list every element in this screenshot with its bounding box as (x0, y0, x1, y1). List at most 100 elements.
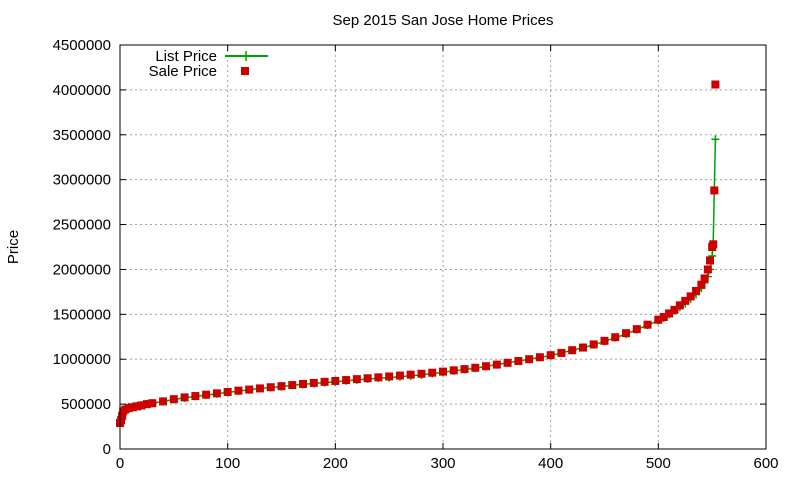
legend: List Price Sale Price (149, 48, 268, 80)
data-point-sale-price (589, 340, 598, 349)
x-tick-label: 400 (538, 455, 563, 472)
series-sale-price (116, 80, 720, 427)
data-point-sale-price (266, 383, 275, 392)
data-point-sale-price (374, 373, 383, 382)
data-point-list-price (711, 135, 720, 144)
data-point-sale-price (568, 346, 577, 355)
data-point-sale-price (611, 333, 620, 342)
series-layer (116, 80, 720, 427)
data-point-sale-price (320, 377, 329, 386)
legend-marker-list-price (241, 51, 251, 61)
data-point-sale-price (428, 368, 437, 377)
data-point-sale-price (659, 313, 668, 322)
data-point-sale-price (137, 401, 146, 410)
y-tick-label: 2500000 (53, 217, 111, 234)
data-point-sale-price (148, 399, 157, 408)
data-point-sale-price (124, 404, 133, 413)
y-tick-label: 500000 (61, 396, 111, 413)
data-point-sale-price (395, 371, 404, 380)
data-point-sale-price (711, 80, 720, 89)
data-point-sale-price (255, 384, 264, 393)
data-point-sale-price (665, 309, 674, 318)
data-point-sale-price (492, 360, 501, 369)
x-tick-label: 300 (430, 455, 455, 472)
data-point-sale-price (277, 382, 286, 391)
data-point-sale-price (385, 372, 394, 381)
data-point-sale-price (191, 392, 200, 401)
data-point-sale-price (234, 386, 243, 395)
data-point-sale-price (709, 240, 718, 249)
grid-lines (120, 45, 766, 449)
y-tick-label: 1000000 (53, 351, 111, 368)
series-line-list-price (119, 139, 717, 423)
y-tick-label: 3000000 (53, 172, 111, 189)
x-tick-label: 0 (116, 455, 124, 472)
data-point-sale-price (482, 362, 491, 371)
data-point-sale-price (622, 329, 631, 338)
data-point-sale-price (460, 365, 469, 374)
data-point-sale-price (118, 411, 127, 420)
data-point-sale-price (212, 389, 221, 398)
y-tick-label: 4000000 (53, 82, 111, 99)
data-point-sale-price (309, 378, 318, 387)
data-point-sale-price (700, 274, 709, 283)
data-point-sale-price (417, 369, 426, 378)
axis-ticks: 0 500000 1000000 1500000 2000000 2500000 30000… (53, 37, 779, 472)
x-tick-label: 500 (646, 455, 671, 472)
x-tick-label: 100 (215, 455, 240, 472)
data-point-sale-price (600, 336, 609, 345)
data-point-sale-price (169, 395, 178, 404)
y-tick-label: 3500000 (53, 127, 111, 144)
y-tick-label: 1500000 (53, 306, 111, 323)
data-point-sale-price (299, 380, 308, 389)
legend-marker-sale-price (241, 67, 249, 75)
data-point-sale-price (632, 325, 641, 334)
data-point-sale-price (133, 402, 142, 411)
data-point-sale-price (525, 355, 534, 364)
data-point-sale-price (670, 305, 679, 314)
data-point-sale-price (117, 416, 126, 425)
data-point-sale-price (535, 353, 544, 362)
data-point-sale-price (245, 385, 254, 394)
x-tick-label: 600 (753, 455, 778, 472)
data-point-sale-price (697, 280, 706, 289)
data-point-sale-price (654, 315, 663, 324)
data-point-sale-price (439, 367, 447, 376)
y-tick-label: 4500000 (53, 37, 111, 54)
data-point-sale-price (706, 256, 715, 265)
data-point-sale-price (223, 387, 232, 396)
data-point-sale-price (352, 375, 361, 384)
legend-label-list-price: List Price (155, 48, 217, 65)
data-point-sale-price (471, 363, 480, 372)
data-point-sale-price (331, 376, 340, 385)
chart-title: Sep 2015 San Jose Home Prices (333, 12, 554, 29)
data-point-sale-price (546, 351, 555, 360)
y-axis-label: Price (5, 230, 22, 264)
data-point-sale-price (578, 343, 587, 352)
data-point-sale-price (681, 296, 690, 305)
data-point-sale-price (503, 358, 512, 367)
y-tick-label: 2000000 (53, 261, 111, 278)
data-point-sale-price (449, 366, 458, 375)
data-point-sale-price (675, 301, 684, 310)
data-point-sale-price (159, 397, 168, 406)
data-point-sale-price (180, 393, 189, 402)
data-point-sale-price (288, 381, 297, 390)
data-point-sale-price (703, 265, 712, 274)
data-point-sale-price (363, 374, 372, 383)
series-list-price (116, 135, 720, 427)
y-tick-label: 0 (103, 441, 111, 458)
data-point-sale-price (514, 357, 523, 366)
data-point-sale-price (128, 403, 137, 412)
x-tick-label: 200 (323, 455, 348, 472)
data-point-sale-price (710, 186, 719, 195)
data-point-sale-price (342, 376, 351, 385)
data-point-sale-price (692, 286, 701, 295)
data-point-sale-price (406, 370, 415, 379)
legend-label-sale-price: Sale Price (149, 63, 217, 80)
data-point-sale-price (643, 320, 652, 329)
data-point-sale-price (202, 390, 211, 399)
data-point-sale-price (686, 292, 695, 301)
data-point-sale-price (557, 348, 566, 357)
